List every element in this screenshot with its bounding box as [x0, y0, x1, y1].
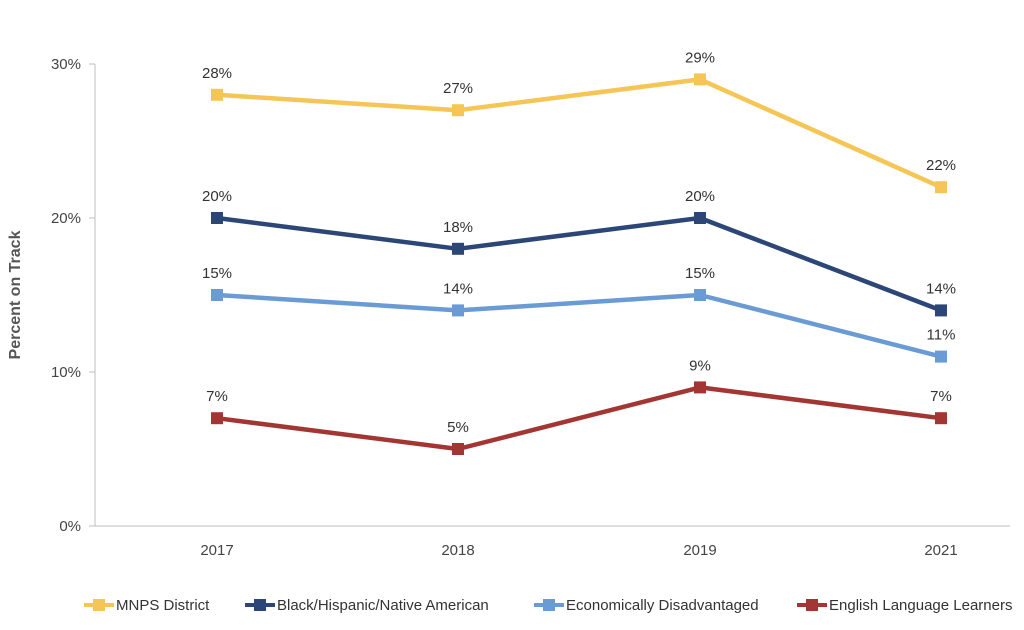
- data-point: [211, 212, 223, 224]
- series-group: 20% 18% 20% 14%: [202, 188, 956, 317]
- y-tick-label: 30%: [51, 56, 81, 73]
- data-point: [211, 412, 223, 425]
- data-label: 20%: [685, 188, 715, 205]
- data-label: 27%: [443, 80, 473, 97]
- data-point: [694, 381, 706, 394]
- x-tick-label: 2021: [924, 542, 957, 559]
- data-label: 5%: [447, 419, 469, 436]
- y-tick-label: 10%: [51, 364, 81, 381]
- series-line: [216, 215, 942, 313]
- data-point: [452, 104, 464, 117]
- data-point: [935, 350, 947, 363]
- data-point: [694, 73, 706, 86]
- data-label: 14%: [443, 280, 473, 297]
- chart-axes: [94, 64, 1010, 527]
- data-point: [694, 289, 706, 301]
- series-line: [216, 77, 942, 190]
- legend-label: English Language Learners: [829, 597, 1012, 614]
- legend-swatch-marker: [806, 599, 818, 611]
- x-tick-label: 2017: [200, 542, 233, 559]
- legend-swatch-marker: [93, 599, 105, 611]
- y-axis-label: Percent on Track: [7, 230, 24, 359]
- data-label: 11%: [927, 327, 956, 344]
- legend-label: MNPS District: [116, 597, 210, 614]
- data-label: 9%: [689, 357, 711, 374]
- data-label: 15%: [685, 265, 715, 282]
- data-point: [452, 242, 464, 255]
- legend-item: Black/Hispanic/Native American: [245, 597, 489, 614]
- series-line: [216, 292, 942, 359]
- data-label: 22%: [926, 157, 956, 174]
- data-label: 14%: [926, 280, 956, 297]
- data-point: [935, 181, 947, 194]
- x-tick-label: 2019: [683, 542, 716, 559]
- data-label: 18%: [443, 219, 473, 236]
- data-label: 20%: [202, 188, 232, 205]
- x-axis-ticks: 2017 2018 2019 2021: [200, 542, 957, 559]
- legend-item: Economically Disadvantaged: [534, 597, 759, 614]
- legend-swatch-marker: [254, 599, 266, 611]
- data-point: [452, 304, 464, 317]
- data-point: [211, 289, 223, 301]
- series-group: 28% 27% 29% 22%: [202, 49, 956, 194]
- data-point: [694, 212, 706, 224]
- data-point: [935, 304, 947, 317]
- legend-label: Black/Hispanic/Native American: [277, 597, 489, 614]
- series-group: 15% 14% 15% 11%: [202, 265, 955, 363]
- y-axis-ticks: 0% 10% 20% 30%: [51, 56, 95, 535]
- data-label: 28%: [202, 65, 232, 82]
- data-label: 7%: [930, 388, 952, 405]
- legend: MNPS District Black/Hispanic/Native Ameri…: [84, 597, 1012, 614]
- series-group: 7% 5% 9% 7%: [206, 357, 952, 455]
- data-point: [452, 443, 464, 455]
- series-line: [216, 385, 942, 452]
- y-tick-label: 20%: [51, 210, 81, 227]
- x-tick-label: 2018: [441, 542, 474, 559]
- legend-item: English Language Learners: [797, 597, 1012, 614]
- y-tick-label: 0%: [59, 518, 81, 535]
- data-label: 29%: [685, 49, 715, 66]
- series-layer: 28% 27% 29% 22% 20% 18% 20% 14% 15% 14% 15% 11% 7% 5%…: [202, 49, 956, 455]
- data-point: [935, 412, 947, 425]
- legend-label: Economically Disadvantaged: [566, 597, 759, 614]
- data-point: [211, 88, 223, 101]
- legend-swatch-marker: [543, 599, 555, 611]
- legend-item: MNPS District: [84, 597, 210, 614]
- data-label: 7%: [206, 388, 228, 405]
- data-label: 15%: [202, 265, 232, 282]
